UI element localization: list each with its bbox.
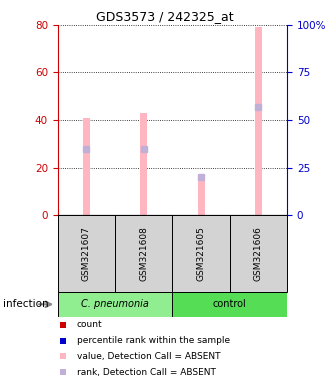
Text: GSM321608: GSM321608: [139, 226, 148, 281]
Text: GDS3573 / 242325_at: GDS3573 / 242325_at: [96, 10, 234, 23]
Bar: [255, 27, 262, 215]
Bar: [83, 118, 90, 215]
Text: control: control: [213, 299, 247, 310]
Bar: [173, 215, 230, 292]
Text: GSM321606: GSM321606: [254, 226, 263, 281]
Text: rank, Detection Call = ABSENT: rank, Detection Call = ABSENT: [77, 368, 215, 377]
Text: value, Detection Call = ABSENT: value, Detection Call = ABSENT: [77, 352, 220, 361]
Bar: [140, 113, 147, 215]
Bar: [58, 292, 173, 317]
Text: percentile rank within the sample: percentile rank within the sample: [77, 336, 230, 345]
Text: infection: infection: [3, 299, 49, 310]
Bar: [58, 215, 115, 292]
Text: GSM321607: GSM321607: [82, 226, 91, 281]
Bar: [115, 215, 173, 292]
Bar: [230, 215, 287, 292]
Bar: [198, 175, 205, 215]
Text: count: count: [77, 320, 102, 329]
Bar: [173, 292, 287, 317]
Text: GSM321605: GSM321605: [197, 226, 206, 281]
Text: C. pneumonia: C. pneumonia: [81, 299, 149, 310]
